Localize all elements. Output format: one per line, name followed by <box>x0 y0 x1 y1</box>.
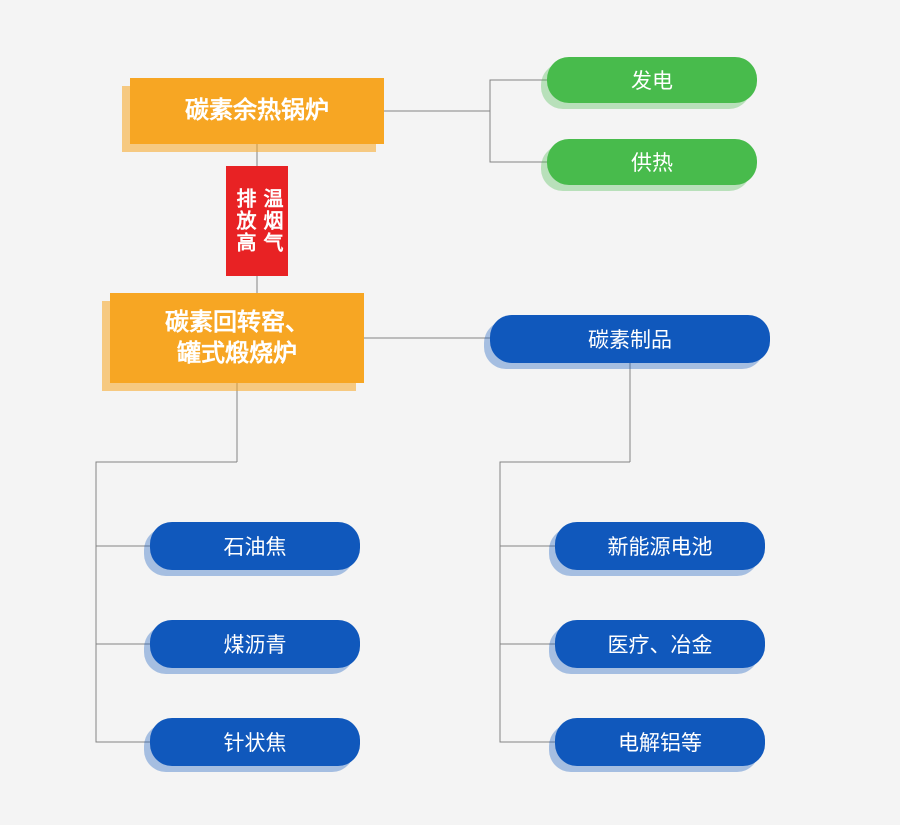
boiler-label: 碳素余热锅炉 <box>185 95 329 126</box>
emission-node: 排放高 温烟气 <box>226 166 288 276</box>
needle-node: 针状焦 <box>150 718 360 766</box>
power-label: 发电 <box>631 65 673 95</box>
boiler-node: 碳素余热锅炉 <box>130 78 384 144</box>
kiln-node: 碳素回转窑、 罐式煅烧炉 <box>110 293 364 383</box>
pitch-node: 煤沥青 <box>150 620 360 668</box>
medical-node: 医疗、冶金 <box>555 620 765 668</box>
needle-label: 针状焦 <box>224 727 287 757</box>
petcoke-label: 石油焦 <box>224 531 287 561</box>
petcoke-node: 石油焦 <box>150 522 360 570</box>
kiln-label: 碳素回转窑、 罐式煅烧炉 <box>165 307 309 369</box>
power-node: 发电 <box>547 57 757 103</box>
heat-label: 供热 <box>631 147 673 177</box>
product-label: 碳素制品 <box>588 324 672 354</box>
emission-col1: 排放高 <box>231 188 256 254</box>
product-node: 碳素制品 <box>490 315 770 363</box>
battery-node: 新能源电池 <box>555 522 765 570</box>
battery-label: 新能源电池 <box>608 531 713 561</box>
medical-label: 医疗、冶金 <box>608 629 713 659</box>
alum-node: 电解铝等 <box>555 718 765 766</box>
heat-node: 供热 <box>547 139 757 185</box>
alum-label: 电解铝等 <box>618 727 702 757</box>
emission-col2: 温烟气 <box>258 188 283 254</box>
pitch-label: 煤沥青 <box>224 629 287 659</box>
